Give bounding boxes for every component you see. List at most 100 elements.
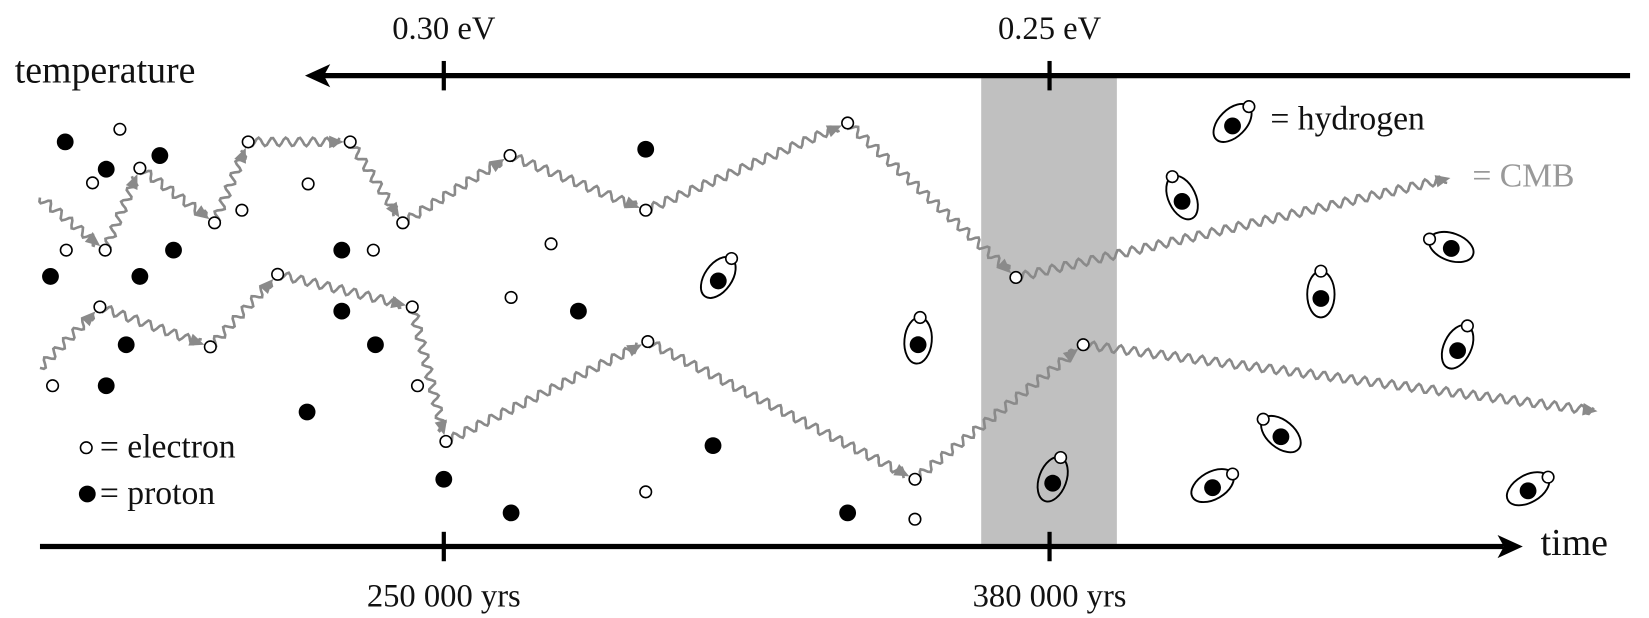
proton: [97, 377, 115, 395]
photon-arrowhead: [626, 344, 643, 357]
proton: [569, 302, 587, 320]
proton: [165, 241, 182, 259]
electron: [1226, 467, 1240, 481]
electron: [271, 267, 285, 281]
photon-path: [845, 122, 1011, 270]
electron: [908, 512, 922, 526]
proton: [502, 504, 520, 522]
electron: [241, 135, 255, 149]
photon-path: [445, 342, 638, 446]
time-arrowhead: [1497, 534, 1523, 559]
photon-path: [210, 282, 274, 350]
electron: [544, 237, 558, 251]
electron: [235, 203, 249, 217]
photon-path: [39, 314, 96, 371]
photon-arrowhead: [84, 232, 101, 247]
temperature-tick-label: 0.30 eV: [392, 11, 496, 47]
electron: [85, 176, 100, 190]
electron: [1076, 338, 1090, 352]
proton: [1044, 474, 1062, 492]
electron: [639, 203, 653, 217]
photon-arrowhead: [825, 125, 842, 138]
electron: [301, 177, 315, 191]
photon-path: [346, 141, 399, 217]
proton: [1272, 428, 1290, 446]
recombination-band: [981, 75, 1117, 546]
electron: [366, 243, 380, 257]
electron: [410, 379, 425, 393]
photon-arrowhead: [390, 295, 407, 309]
proton: [333, 241, 351, 259]
proton: [1224, 117, 1241, 135]
electron: [1242, 100, 1256, 114]
electron: [1541, 470, 1555, 484]
proton: [367, 336, 384, 354]
temperature-arrowhead: [304, 64, 331, 88]
photon-arrowhead: [488, 158, 505, 173]
electron: [1054, 450, 1068, 465]
photon-path: [646, 341, 905, 479]
proton: [435, 470, 453, 488]
time-tick-label: 380 000 yrs: [973, 579, 1127, 615]
time-tick-label: 250 000 yrs: [367, 579, 521, 615]
proton: [117, 336, 135, 354]
proton: [97, 160, 115, 178]
photon-arrowhead: [996, 258, 1012, 274]
photon-arrowhead: [434, 419, 447, 436]
photon-arrowhead: [1582, 403, 1598, 416]
photon-arrowhead: [234, 147, 246, 164]
photon-arrowhead: [193, 205, 210, 220]
electron: [503, 148, 517, 163]
electron: [46, 379, 60, 393]
photon-path: [213, 149, 248, 225]
photon-path: [104, 175, 139, 252]
photon-arrowhead: [188, 333, 205, 346]
temperature-tick-label: 0.25 eV: [998, 11, 1102, 47]
electron: [913, 310, 927, 325]
electron: [79, 441, 93, 455]
electron: [1422, 232, 1437, 246]
electron: [396, 216, 410, 230]
electron: [841, 116, 855, 130]
proton: [1442, 240, 1460, 257]
photon-path: [247, 135, 341, 148]
legend-hydrogen: = hydrogen: [1270, 101, 1425, 138]
electron: [908, 472, 922, 486]
electron: [133, 161, 147, 175]
photon-path: [408, 305, 448, 433]
time-label: time: [1541, 522, 1608, 564]
proton: [298, 403, 316, 421]
electron: [641, 335, 655, 349]
electron: [59, 243, 73, 257]
electron: [1460, 319, 1474, 333]
photon-path: [914, 348, 1076, 483]
photon-path: [1082, 340, 1595, 416]
electron: [93, 300, 107, 314]
proton: [1173, 192, 1191, 210]
proton: [704, 437, 722, 455]
photon-arrowhead: [623, 196, 640, 209]
photon-path: [508, 154, 638, 209]
proton: [333, 302, 351, 320]
photon-path: [402, 161, 503, 227]
photon-arrowhead: [258, 278, 274, 295]
electron: [724, 251, 739, 266]
electron: [98, 243, 112, 257]
photon-arrowhead: [1434, 175, 1451, 188]
proton: [909, 336, 927, 354]
photon-path: [276, 271, 402, 310]
photon-arrowhead: [80, 311, 96, 327]
legend-cmb: = CMB: [1472, 157, 1574, 194]
proton: [1204, 479, 1221, 497]
photon-arrowhead: [893, 464, 910, 477]
photon-path: [1014, 175, 1448, 282]
electron: [1256, 412, 1270, 426]
legend-proton: = proton: [100, 475, 215, 512]
electron: [113, 122, 127, 136]
legend-electron: = electron: [100, 429, 236, 466]
proton: [78, 485, 96, 503]
photon-arrowhead: [125, 173, 138, 190]
proton: [151, 147, 169, 164]
